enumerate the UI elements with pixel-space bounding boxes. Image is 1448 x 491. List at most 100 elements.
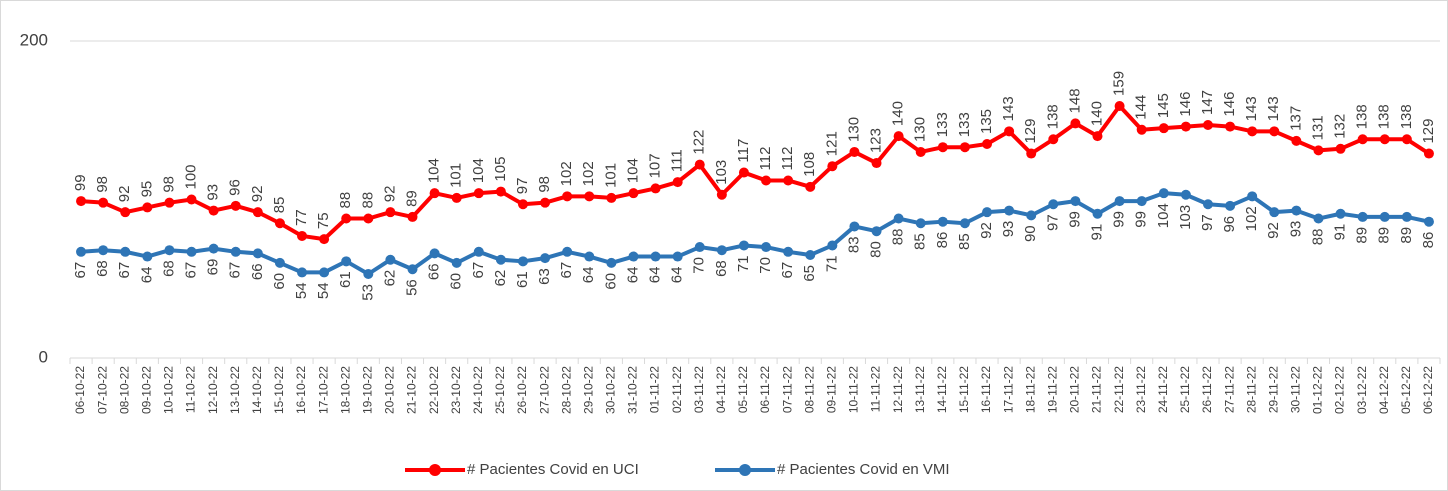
x-tick-label: 08-10-22 [117,366,131,414]
point [385,254,396,265]
x-tick-label: 05-11-22 [736,366,750,413]
x-tick-label: 20-10-22 [383,366,397,414]
point [1070,196,1081,207]
x-tick-label: 25-10-22 [493,366,507,414]
point [606,257,617,268]
data-label: 88 [337,192,354,209]
x-tick-label: 17-10-22 [316,366,330,414]
point [1291,135,1302,146]
point [937,142,948,153]
point [1269,126,1280,137]
data-label: 83 [845,236,862,253]
point [297,267,308,278]
data-label: 89 [1376,227,1393,244]
data-label: 105 [492,157,509,182]
point [1269,207,1280,218]
legend-label: # Pacientes Covid en VMI [777,461,950,478]
point [893,213,904,224]
data-label: 64 [669,267,686,284]
data-label: 89 [1398,227,1415,244]
data-label: 103 [713,160,730,185]
data-label: 108 [801,152,818,177]
x-tick-label: 02-11-22 [670,366,684,413]
data-label: 65 [801,265,818,282]
point [76,246,87,257]
point [1026,148,1037,159]
data-label: 104 [624,158,641,183]
x-tick-label: 04-11-22 [714,366,728,413]
point [142,251,153,262]
data-label: 102 [558,161,575,186]
point [1225,200,1236,211]
x-tick-label: 12-11-22 [891,366,905,413]
point [540,253,551,264]
x-tick-label: 07-11-22 [780,366,794,413]
point [959,218,970,229]
point [208,243,219,254]
data-label: 99 [1133,211,1150,228]
data-label: 92 [1265,222,1282,239]
point [164,245,175,256]
data-label: 66 [426,263,443,280]
point [429,248,440,259]
point [1048,134,1059,145]
data-label: 97 [1044,214,1061,231]
point [672,177,683,188]
point [1114,196,1125,207]
data-label: 102 [1243,206,1260,231]
point [1202,120,1213,131]
point [628,251,639,262]
x-tick-label: 02-12-22 [1333,366,1347,414]
data-label: 64 [138,267,155,284]
point [451,257,462,268]
data-label: 129 [1420,119,1437,144]
legend-marker [739,464,751,476]
x-tick-label: 24-10-22 [471,366,485,414]
point [120,246,131,257]
x-tick-label: 29-10-22 [581,366,595,414]
point [230,200,241,211]
point [1180,121,1191,132]
data-label: 145 [1155,93,1172,118]
point [1335,143,1346,154]
point [1026,210,1037,221]
point [694,159,705,170]
point [1004,126,1015,137]
data-label: 67 [72,262,89,279]
data-label: 138 [1376,104,1393,129]
data-label: 112 [779,147,796,171]
data-label: 66 [249,263,266,280]
point [1004,205,1015,216]
point [274,257,285,268]
x-tick-label: 13-11-22 [913,366,927,413]
data-label: 90 [1022,225,1039,242]
point [827,240,838,251]
data-label: 97 [514,178,531,195]
data-label: 64 [647,267,664,284]
point [893,131,904,142]
data-label: 99 [1066,211,1083,228]
data-label: 130 [845,117,862,142]
point [319,267,330,278]
data-label: 99 [72,174,89,191]
data-label: 140 [1088,101,1105,126]
x-tick-label: 15-10-22 [272,366,286,414]
point [451,192,462,203]
point [1092,131,1103,142]
point [694,242,705,253]
data-label: 71 [735,255,752,272]
x-tick-label: 27-10-22 [537,366,551,414]
x-tick-label: 01-11-22 [648,366,662,413]
x-tick-label: 11-10-22 [184,366,198,413]
x-tick-label: 25-11-22 [1178,366,1192,413]
x-tick-label: 30-11-22 [1289,366,1303,413]
point [186,246,197,257]
x-tick-label: 03-12-22 [1355,366,1369,414]
data-label: 147 [1199,90,1216,115]
x-tick-label: 28-10-22 [559,366,573,414]
x-tick-label: 04-12-22 [1377,366,1391,414]
data-label: 67 [779,262,796,279]
x-tick-label: 19-10-22 [360,366,374,414]
data-label: 143 [1243,96,1260,121]
point [650,183,661,194]
